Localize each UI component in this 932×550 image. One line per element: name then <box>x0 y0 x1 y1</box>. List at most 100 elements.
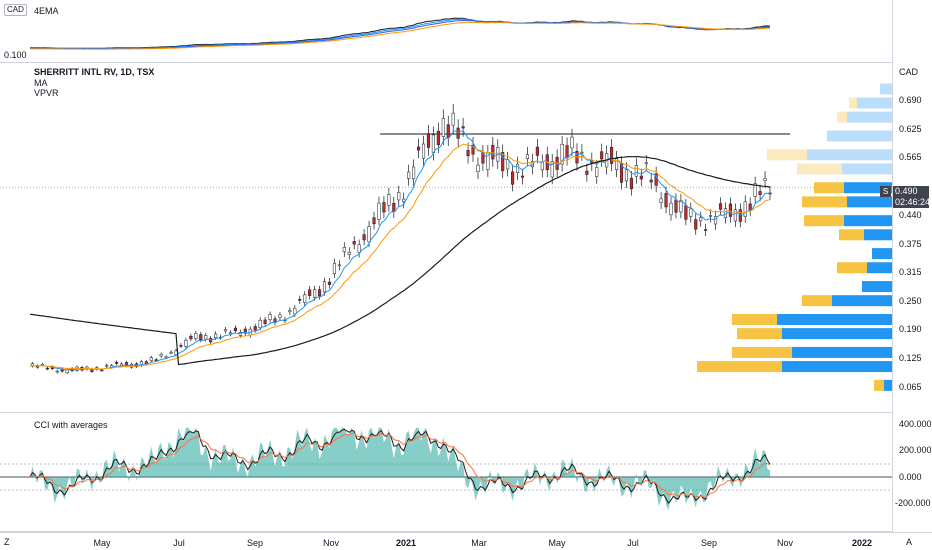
candle-body <box>179 345 183 347</box>
candle-body <box>45 367 49 370</box>
cci-pane[interactable]: CCI with averages <box>0 413 892 532</box>
cci-line <box>29 428 771 505</box>
candle-body <box>580 151 584 154</box>
candle-body <box>619 163 624 183</box>
price-pane[interactable]: SHERRITT INTL RV, 1D, TSX MA VPVR <box>0 63 892 413</box>
cci-tick: 400.000 <box>899 419 932 429</box>
time-tick: May <box>93 538 111 548</box>
time-tick: Nov <box>322 538 340 548</box>
cci-area <box>30 427 770 511</box>
volume-profile-sell <box>782 361 892 373</box>
candle-body <box>565 145 569 158</box>
candle-body <box>570 136 574 149</box>
volume-profile-buy <box>839 229 864 241</box>
candle-body <box>392 202 396 212</box>
candle-body <box>169 351 173 354</box>
candle-body <box>714 216 718 225</box>
price-tick: 0.375 <box>899 239 922 249</box>
candle-body <box>659 198 663 203</box>
candle-body <box>268 314 272 320</box>
candle-body <box>689 208 693 217</box>
time-tick: Nov <box>776 538 794 548</box>
time-axis[interactable]: Z May Jul Sep Nov 2021 Mar May Jul Sep N… <box>0 532 932 550</box>
candle-body <box>194 333 198 339</box>
bar-countdown: 02:46:24 <box>895 197 931 207</box>
candle-body <box>164 356 168 359</box>
price-axis[interactable]: CAD 0.690 0.625 0.565 0.440 0.375 0.315 … <box>892 63 932 413</box>
cci-tick: -200.000 <box>895 498 931 508</box>
candle-body <box>337 264 341 267</box>
volume-profile-sell <box>792 346 892 358</box>
candle-body <box>308 289 312 296</box>
volume-profile-buy <box>732 314 777 325</box>
price-tick: 0.125 <box>899 353 922 363</box>
time-tick: May <box>548 538 566 548</box>
volume-profile-sell <box>862 281 892 293</box>
ema-price-axis[interactable] <box>892 0 932 63</box>
volume-profile-buy <box>802 196 847 208</box>
candle-body <box>223 329 228 332</box>
candle-body <box>253 326 257 331</box>
candle-body <box>347 251 351 255</box>
candle-body <box>699 217 703 222</box>
ema-slow-line <box>29 143 771 370</box>
candle-body <box>535 146 539 156</box>
volume-profile-sell <box>827 130 892 142</box>
candle-body <box>322 281 327 293</box>
candle-body <box>516 163 520 173</box>
price-tick: 0.250 <box>899 296 922 306</box>
candle-body <box>293 308 297 315</box>
volume-profile-sell <box>782 328 892 340</box>
candle-body <box>367 226 371 243</box>
zoom-corner[interactable]: Z <box>4 537 10 547</box>
auto-scale-corner[interactable]: A <box>906 537 913 547</box>
candle-body <box>728 203 732 217</box>
candle-body <box>511 171 515 185</box>
candle-body <box>634 165 638 177</box>
candle-body <box>595 167 599 177</box>
candle-body <box>461 126 465 129</box>
ma-long-line <box>29 155 771 366</box>
cci-axis[interactable]: 400.000 200.000 0.000 -200.000 <box>892 413 932 532</box>
volume-profile-sell <box>777 314 892 325</box>
candle-body <box>560 143 564 165</box>
candle-body <box>644 162 648 165</box>
candle-body <box>387 194 391 206</box>
candle-body <box>184 339 188 347</box>
candle-body <box>199 334 203 341</box>
candle-body <box>610 146 614 164</box>
volume-profile-buy <box>874 379 884 391</box>
symbol-badge[interactable]: S <box>880 186 891 197</box>
last-price-tag: 0.490 02:46:24 <box>893 186 931 208</box>
candle-body <box>733 209 737 222</box>
candle-body <box>352 241 356 245</box>
candle-body <box>204 335 208 340</box>
candle-body <box>674 199 678 213</box>
time-tick: Mar <box>471 538 487 548</box>
price-tick: 0.190 <box>899 324 922 334</box>
ema-lines <box>29 17 771 50</box>
candle-body <box>421 143 426 159</box>
candle-body <box>303 294 307 303</box>
candle-body <box>629 177 633 190</box>
candle-body <box>718 203 723 210</box>
ema-fast-line <box>29 130 770 371</box>
candle-body <box>476 164 480 173</box>
volume-profile-buy <box>697 361 782 373</box>
candle-body <box>313 289 317 298</box>
ema-line-1 <box>29 18 771 50</box>
volume-profile-buy <box>732 346 792 358</box>
candle-body <box>501 152 505 172</box>
candle-body <box>298 299 302 301</box>
volume-profile-sell <box>872 248 892 260</box>
currency-badge: CAD <box>4 4 27 16</box>
time-tick: 2021 <box>395 538 417 548</box>
cci-tick: 200.000 <box>899 445 932 455</box>
price-tick: 0.565 <box>899 152 922 162</box>
candle-body <box>397 192 401 201</box>
volume-profile-sell <box>844 182 892 194</box>
candle-body <box>615 158 619 170</box>
cci-tick: 0.000 <box>899 472 922 482</box>
candle-body <box>288 310 292 313</box>
candle-body <box>258 319 262 329</box>
